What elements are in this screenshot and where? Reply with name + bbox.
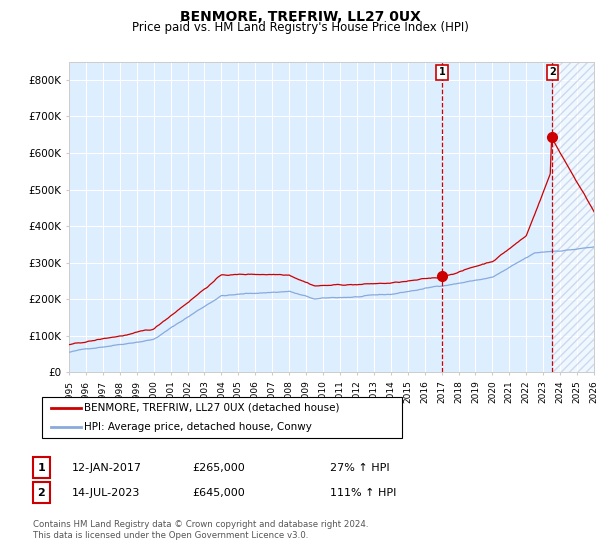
Bar xyxy=(553,62,594,372)
Text: BENMORE, TREFRIW, LL27 0UX (detached house): BENMORE, TREFRIW, LL27 0UX (detached hou… xyxy=(84,403,340,413)
Text: 27% ↑ HPI: 27% ↑ HPI xyxy=(330,463,389,473)
Text: 14-JUL-2023: 14-JUL-2023 xyxy=(72,488,140,498)
Text: 111% ↑ HPI: 111% ↑ HPI xyxy=(330,488,397,498)
Text: 2: 2 xyxy=(549,67,556,77)
Text: 1: 1 xyxy=(38,463,45,473)
Text: 2: 2 xyxy=(38,488,45,498)
Text: 1: 1 xyxy=(439,67,446,77)
Text: 12-JAN-2017: 12-JAN-2017 xyxy=(72,463,142,473)
Text: £265,000: £265,000 xyxy=(192,463,245,473)
Text: HPI: Average price, detached house, Conwy: HPI: Average price, detached house, Conw… xyxy=(84,422,312,432)
Text: £645,000: £645,000 xyxy=(192,488,245,498)
Text: Price paid vs. HM Land Registry's House Price Index (HPI): Price paid vs. HM Land Registry's House … xyxy=(131,21,469,34)
Text: BENMORE, TREFRIW, LL27 0UX: BENMORE, TREFRIW, LL27 0UX xyxy=(179,10,421,24)
Text: Contains HM Land Registry data © Crown copyright and database right 2024.
This d: Contains HM Land Registry data © Crown c… xyxy=(33,520,368,540)
